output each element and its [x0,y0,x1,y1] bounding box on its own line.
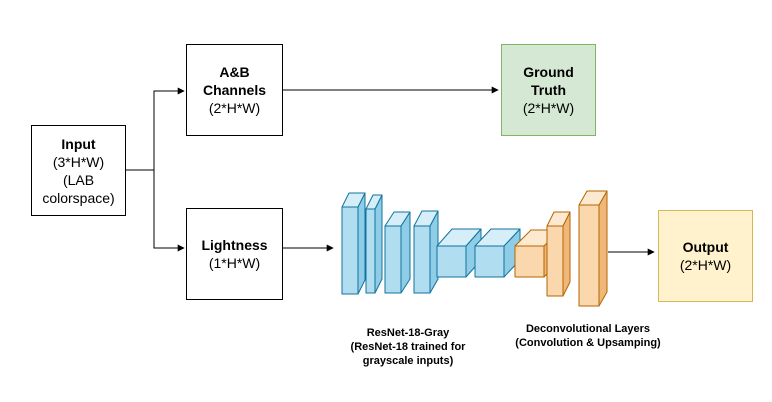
ab-dims: (2*H*W) [208,100,261,116]
arrow-to-ab [153,87,185,170]
ground-truth-dims: (2*H*W) [522,100,575,116]
resnet-block-6 [474,228,521,278]
arrow-to-lightness [153,170,185,252]
output-dims: (2*H*W) [679,257,732,273]
resnet-block-5 [436,228,482,278]
ground-truth-title-line1: Ground [523,64,574,80]
input-colorspace-line2: colorspace) [42,189,115,206]
input-dims: (3*H*W) [52,153,105,170]
ab-title-line2: Channels [202,82,266,98]
output-box: Output (2*H*W) [658,210,753,302]
resnet-layers [341,192,521,295]
ground-truth-title-line2: Truth [531,82,566,98]
lightness-dims: (1*H*W) [208,255,261,271]
deconv-caption: Deconvolutional Layers (Convolution & Up… [488,322,688,350]
input-title: Input [61,135,96,152]
ab-channels-box: A&B Channels (2*H*W) [186,44,283,136]
resnet-block-2 [365,194,383,294]
resnet-block-4 [413,210,439,294]
lightness-title: Lightness [201,237,268,253]
ground-truth-box: Ground Truth (2*H*W) [501,44,596,136]
input-colorspace-line1: (LAB [62,171,95,188]
resnet-block-3 [384,211,411,294]
resnet-caption-line1: ResNet-18-Gray [366,327,450,339]
resnet-caption-line3: grayscale inputs) [362,355,454,367]
deconv-caption-line1: Deconvolutional Layers [525,323,651,335]
output-title: Output [682,239,729,255]
deconv-block-2 [546,211,571,297]
deconv-block-3 [578,190,608,307]
lightness-box: Lightness (1*H*W) [186,208,283,300]
deconv-caption-line2: (Convolution & Upsamping) [515,337,661,349]
resnet-caption: ResNet-18-Gray (ResNet-18 trained for gr… [318,326,498,368]
resnet-block-1 [341,192,366,295]
input-box: Input (3*H*W) (LAB colorspace) [31,125,126,216]
ab-title-line1: A&B [219,64,250,80]
deconv-layers [514,190,608,307]
resnet-caption-line2: (ResNet-18 trained for [350,341,466,353]
